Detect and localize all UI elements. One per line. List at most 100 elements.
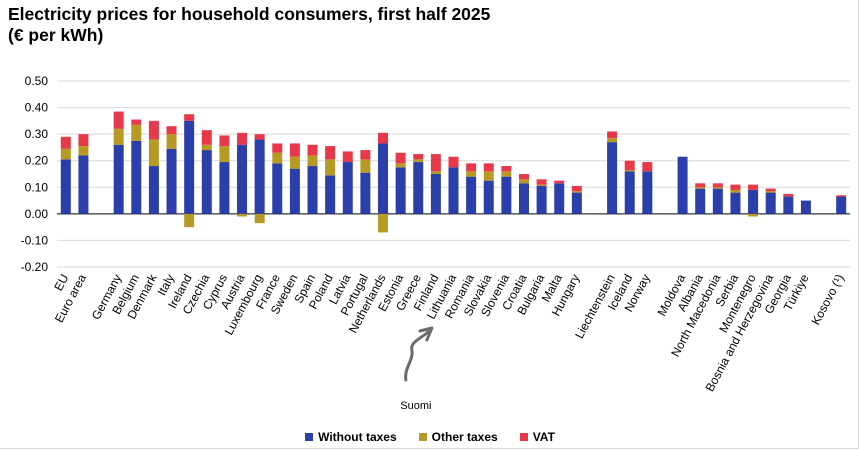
bar-croatia-other-taxes [518, 179, 529, 184]
bar-t-rkiye-without-taxes [800, 200, 811, 214]
bar-romania-other-taxes [466, 171, 477, 177]
bar-estonia-without-taxes [395, 167, 406, 214]
bar-kosovo-vat [836, 195, 847, 197]
bar-serbia-without-taxes [730, 192, 741, 214]
bar-croatia-vat [518, 174, 529, 180]
bar-slovakia-vat [483, 163, 494, 172]
legend-swatch-vat [519, 433, 528, 441]
legend-label-other-taxes: Other taxes [431, 430, 498, 444]
bar-greece-other-taxes [413, 159, 424, 163]
bar-liechtenstein-other-taxes [607, 138, 618, 143]
bar-sweden-other-taxes [289, 156, 300, 169]
bar-norway-without-taxes [642, 171, 653, 214]
bar-bulgaria-without-taxes [536, 185, 547, 214]
bar-spain-without-taxes [307, 166, 318, 214]
bar-portugal-without-taxes [360, 172, 371, 214]
y-tick-label: 0.20 [25, 154, 49, 168]
bar-denmark-without-taxes [148, 166, 159, 214]
bar-georgia-without-taxes [783, 196, 794, 214]
bar-luxembourg-other-taxes [254, 213, 265, 224]
bar-eu-without-taxes [60, 159, 71, 214]
y-tick-label: -0.10 [21, 233, 49, 247]
bar-czechia-vat [201, 130, 212, 145]
bar-germany-other-taxes [113, 128, 124, 145]
bar-iceland-without-taxes [624, 171, 635, 214]
annotation-arrow-head [418, 326, 434, 342]
bar-bulgaria-other-taxes [536, 184, 547, 186]
bar-albania-without-taxes [695, 188, 706, 214]
bar-greece-vat [413, 154, 424, 160]
bar-finland-vat [430, 154, 441, 172]
bar-luxembourg-vat [254, 134, 265, 140]
bar-luxembourg-without-taxes [254, 139, 265, 214]
bar-serbia-other-taxes [730, 189, 741, 193]
bar-kosovo-without-taxes [836, 196, 847, 214]
bar-finland-without-taxes [430, 174, 441, 214]
bar-greece-without-taxes [413, 162, 424, 214]
legend-item-other-taxes: Other taxes [418, 430, 498, 444]
bar-cyprus-other-taxes [219, 146, 230, 163]
bar-netherlands-without-taxes [378, 143, 389, 214]
bar-bosnia-and-herzegovina-without-taxes [765, 192, 776, 214]
bar-croatia-without-taxes [518, 183, 529, 214]
bar-hungary-without-taxes [571, 192, 582, 214]
chart-title: Electricity prices for household consume… [8, 4, 491, 24]
bar-norway-vat [642, 162, 653, 172]
bar-liechtenstein-vat [607, 131, 618, 139]
bar-belgium-without-taxes [131, 140, 142, 214]
bar-slovenia-other-taxes [501, 171, 512, 177]
bar-euro-area-other-taxes [78, 146, 89, 156]
bar-north-macedonia-other-taxes [712, 187, 723, 189]
legend-swatch-without-taxes [305, 433, 314, 441]
bar-euro-area-vat [78, 134, 89, 147]
bar-slovakia-other-taxes [483, 171, 494, 181]
bar-netherlands-vat [378, 132, 389, 144]
y-tick-label: 0.10 [25, 180, 49, 194]
bar-malta-vat [554, 180, 565, 184]
chart-subtitle: (€ per kWh) [8, 25, 104, 45]
bar-poland-vat [325, 146, 336, 160]
bar-ireland-vat [184, 114, 195, 121]
y-tick-label: 0.00 [25, 207, 49, 221]
bar-liechtenstein-without-taxes [607, 142, 618, 214]
bar-cyprus-without-taxes [219, 162, 230, 214]
legend: Without taxes Other taxes VAT [0, 430, 860, 444]
bar-france-without-taxes [272, 163, 283, 214]
bar-germany-vat [113, 111, 124, 129]
bar-slovenia-without-taxes [501, 176, 512, 214]
legend-item-without-taxes: Without taxes [305, 430, 397, 444]
bar-bosnia-and-herzegovina-other-taxes [765, 191, 776, 193]
bar-montenegro-vat [748, 184, 759, 190]
y-tick-label: 0.40 [25, 101, 49, 115]
bar-latvia-vat [342, 151, 353, 163]
bar-bosnia-and-herzegovina-vat [765, 188, 776, 192]
bar-finland-other-taxes [430, 171, 441, 174]
annotation-arrow-line [404, 330, 430, 382]
bar-austria-other-taxes [237, 213, 248, 217]
bar-denmark-other-taxes [148, 139, 159, 167]
bar-austria-vat [237, 132, 248, 145]
bar-sweden-vat [289, 143, 300, 157]
bar-sweden-without-taxes [289, 168, 300, 214]
bar-italy-vat [166, 126, 177, 135]
bar-portugal-other-taxes [360, 159, 371, 173]
bar-spain-other-taxes [307, 155, 318, 167]
bar-hungary-other-taxes [571, 191, 582, 193]
y-tick-label: 0.30 [25, 127, 49, 141]
bar-latvia-without-taxes [342, 162, 353, 214]
bar-estonia-other-taxes [395, 163, 406, 168]
legend-item-vat: VAT [519, 430, 555, 444]
bar-portugal-vat [360, 150, 371, 160]
bar-italy-other-taxes [166, 134, 177, 149]
bar-eu-other-taxes [60, 148, 71, 160]
legend-label-vat: VAT [532, 430, 555, 444]
bar-moldova-without-taxes [677, 156, 688, 214]
bar-belgium-vat [131, 119, 142, 125]
bar-albania-vat [695, 183, 706, 188]
bar-spain-vat [307, 144, 318, 156]
bar-montenegro-without-taxes [748, 189, 759, 214]
legend-swatch-other-taxes [418, 433, 427, 441]
annotation-label: Suomi [400, 400, 431, 412]
bar-iceland-other-taxes [624, 170, 635, 172]
